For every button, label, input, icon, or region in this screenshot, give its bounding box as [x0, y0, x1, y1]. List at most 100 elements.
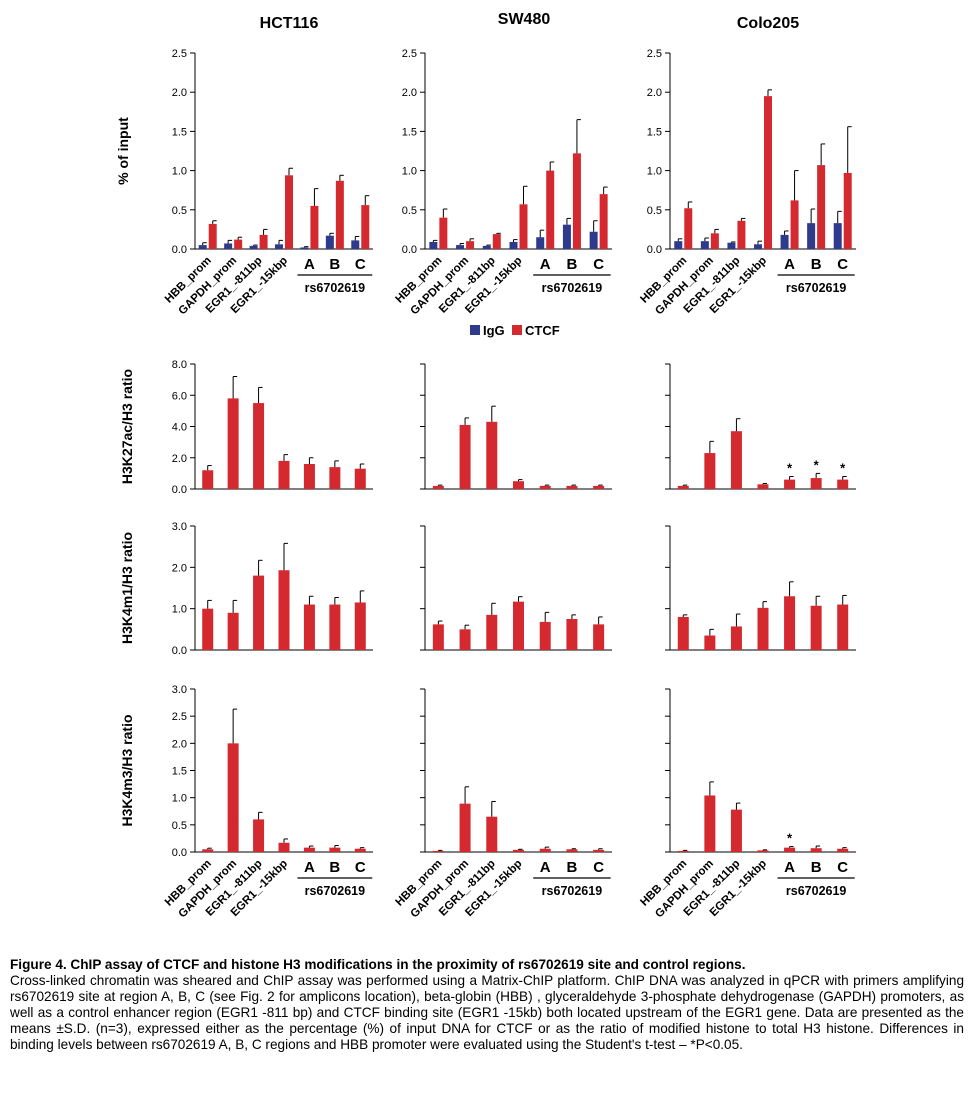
bar-ctcf: [566, 485, 578, 489]
bar-ctcf: [303, 604, 315, 650]
legend-swatch-ctcf: [512, 325, 522, 335]
significance-label: *: [840, 461, 846, 476]
chart-panel-h3k27ac-hct116: 0.0 2.0 4.0 6.0 8.0 H3K27ac/H3 ratio: [119, 359, 373, 496]
y-tick-label: 0.0: [172, 244, 187, 256]
y-tick-label: 0.0: [647, 244, 662, 256]
y-tick-label: 0.5: [402, 205, 417, 217]
bar-igg: [807, 223, 816, 249]
bar-ctcf: [253, 819, 265, 852]
bar-ctcf: [599, 194, 608, 249]
bar-ctcf: [459, 803, 471, 852]
y-tick-label: 1.0: [647, 166, 662, 178]
bar-ctcf: [285, 175, 293, 249]
x-category-label: B: [567, 859, 578, 876]
significance-label: *: [814, 457, 820, 472]
chart-panel-h3k27ac-colo205: * * *: [665, 363, 856, 490]
caption-title: Figure 4. ChIP assay of CTCF and histone…: [10, 957, 746, 972]
y-tick-label: 2.5: [402, 48, 417, 60]
bar-igg: [700, 241, 709, 249]
bar-igg: [674, 241, 683, 249]
bar-ctcf: [459, 629, 471, 650]
bar-ctcf: [843, 172, 852, 249]
bar-igg: [536, 237, 545, 249]
x-category-label: A: [784, 256, 795, 273]
bar-ctcf: [593, 485, 605, 489]
bar-igg: [351, 240, 360, 249]
bar-ctcf: [784, 847, 796, 852]
bar-igg: [429, 241, 438, 249]
bar-ctcf: [459, 424, 471, 489]
x-category-label: B: [567, 256, 578, 273]
column-title-sw480: SW480: [498, 11, 551, 28]
bar-ctcf: [546, 170, 555, 249]
bar-ctcf: [704, 795, 716, 852]
x-category-label: B: [811, 859, 822, 876]
x-category-label: B: [329, 256, 340, 273]
y-tick-label: 1.0: [402, 166, 417, 178]
bar-igg: [456, 245, 465, 249]
bar-ctcf: [810, 848, 822, 852]
x-category-label: A: [784, 859, 795, 876]
column-title-colo205: Colo205: [737, 15, 799, 32]
y-tick-label: 2.0: [402, 87, 417, 99]
y-tick-label: 1.0: [172, 793, 187, 805]
column-titles: HCT116 SW480 Colo205: [260, 11, 800, 32]
bar-ctcf: [432, 850, 444, 852]
bar-ctcf: [730, 626, 742, 650]
bar-ctcf: [684, 208, 693, 249]
x-category-label: A: [540, 256, 551, 273]
y-tick-label: 2.0: [172, 562, 187, 574]
bar-ctcf: [539, 621, 551, 650]
bar-ctcf: [278, 570, 290, 650]
bar-igg: [198, 245, 207, 249]
bar-ctcf: [737, 220, 746, 249]
y-tick-label: 3.0: [172, 521, 187, 533]
bar-ctcf: [790, 200, 799, 249]
bar-ctcf: [202, 849, 214, 852]
bar-igg: [562, 224, 571, 249]
bar-ctcf: [439, 217, 448, 249]
y-tick-label: 0.0: [172, 847, 187, 859]
y-tick-label: 0.5: [172, 205, 187, 217]
x-category-label: A: [540, 859, 551, 876]
bar-ctcf: [354, 602, 366, 650]
bar-ctcf: [784, 596, 796, 650]
chart-panel-h3k4m1-hct116: 0.0 1.0 2.0 3.0 H3K4m1/H3 ratio: [119, 521, 373, 657]
bar-ctcf: [303, 464, 315, 489]
y-tick-label: 0.5: [647, 205, 662, 217]
bar-ctcf: [253, 403, 265, 489]
legend-label-ctcf: CTCF: [525, 323, 560, 338]
bar-ctcf: [513, 481, 524, 489]
bar-ctcf: [784, 479, 796, 489]
legend-label-igg: IgG: [483, 323, 505, 338]
x-category-label: C: [355, 256, 366, 273]
y-tick-label: 8.0: [172, 359, 187, 371]
significance-label: *: [787, 831, 793, 846]
bar-igg: [482, 245, 491, 249]
bar-igg: [727, 242, 736, 249]
y-tick-label: 1.5: [647, 126, 662, 138]
bar-igg: [224, 243, 233, 249]
bar-ctcf: [566, 619, 578, 650]
bar-ctcf: [227, 743, 239, 852]
y-tick-label: 2.0: [172, 738, 187, 750]
x-category-label: C: [593, 859, 604, 876]
chart-panel-h3k4m3-colo205: *HBB_promGAPDH_promEGR1_-811bpEGR1_-15kb…: [638, 688, 856, 920]
caption-body: Cross-linked chromatin was sheared and C…: [10, 973, 964, 1052]
bar-igg: [509, 241, 518, 249]
bar-ctcf: [227, 398, 239, 489]
bar-ctcf: [757, 607, 769, 650]
y-tick-label: 1.5: [402, 126, 417, 138]
bar-ctcf: [513, 601, 524, 650]
bar-ctcf: [329, 467, 341, 489]
y-tick-label: 2.5: [172, 48, 187, 60]
bar-ctcf: [329, 604, 341, 650]
bar-ctcf: [329, 847, 341, 852]
y-tick-label: 2.0: [172, 87, 187, 99]
chart-panel-h3k4m1-colo205: [665, 525, 856, 651]
y-tick-label: 1.5: [172, 766, 187, 778]
y-axis-label: H3K4m1/H3 ratio: [119, 532, 135, 644]
bar-ctcf: [278, 842, 290, 852]
bar-ctcf: [354, 848, 366, 852]
y-axis-label: H3K27ac/H3 ratio: [119, 369, 135, 484]
